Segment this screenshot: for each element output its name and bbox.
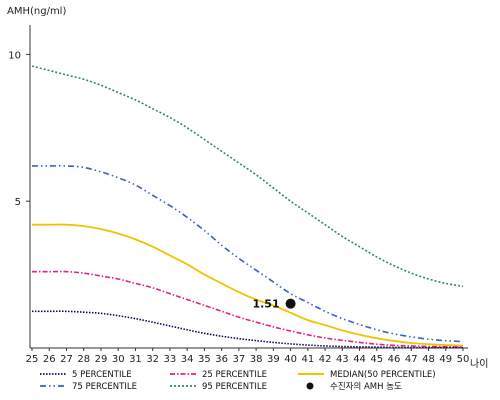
y-tick-label: 5 (15, 197, 21, 208)
x-tick-label: 42 (319, 354, 332, 365)
legend-label-median-50-percentile: MEDIAN(50 PERCENTILE) (330, 370, 436, 380)
x-tick-label: 33 (164, 354, 177, 365)
x-tick-label: 45 (370, 354, 383, 365)
series-line-95-percentile (31, 65, 464, 288)
highlight-layer: 1.51 (252, 298, 296, 311)
x-tick-label: 35 (198, 354, 211, 365)
legend-label-75-percentile: 75 PERCENTILE (72, 382, 137, 392)
y-axis-title: AMH(ng/ml) (7, 6, 66, 17)
legend-label-95-percentile: 95 PERCENTILE (202, 382, 267, 392)
x-tick-label: 49 (439, 354, 452, 365)
x-tick-label: 31 (129, 354, 142, 365)
series-line-5-percentile (32, 310, 463, 349)
x-tick-label: 28 (77, 354, 90, 365)
x-tick-label: 43 (336, 354, 349, 365)
x-tick-label: 29 (95, 354, 108, 365)
series-line-75-percentile (31, 165, 464, 343)
series-line-median-50-percentile (32, 223, 464, 347)
x-tick-label: 30 (112, 354, 125, 365)
x-tick-label: 47 (405, 354, 418, 365)
x-tick-label: 26 (43, 354, 56, 365)
x-tick-label: 34 (181, 354, 194, 365)
x-tick-label: 48 (422, 354, 435, 365)
x-tick-label: 25 (26, 354, 39, 365)
y-tick-label: 10 (8, 50, 21, 61)
legend-label-amh: 수진자의 AMH 농도 (330, 381, 402, 392)
x-axis-title: 나이 (470, 358, 488, 370)
x-tick-label: 37 (233, 354, 246, 365)
x-tick-label: 36 (215, 354, 228, 365)
x-tick-label: 44 (353, 354, 366, 365)
x-tick-label: 41 (301, 354, 314, 365)
x-tick-label: 40 (284, 354, 297, 365)
x-tick-label: 32 (146, 354, 159, 365)
series-layer (31, 65, 464, 349)
highlight-point (285, 298, 296, 309)
x-tick-label: 27 (60, 354, 73, 365)
x-axis-ticks: 25 26 27 28 29 30 31 32 33 34 35 36 37 38 39 40 41 42 43 44… (26, 348, 470, 365)
x-tick-label: 50 (457, 354, 470, 365)
legend-label-5-percentile: 5 PERCENTILE (72, 370, 132, 380)
legend: 5 PERCENTILE 25 PERCENTILE MEDIAN(50 PERCE… (40, 370, 436, 392)
x-tick-label: 39 (267, 354, 280, 365)
x-tick-label: 38 (250, 354, 263, 365)
x-tick-label: 46 (388, 354, 401, 365)
highlight-point-label: 1.51 (252, 298, 279, 311)
series-line-25-percentile (32, 270, 464, 348)
legend-label-25-percentile: 25 PERCENTILE (202, 370, 267, 380)
legend-swatch-amh (306, 382, 314, 390)
y-axis-ticks: 5 10 (8, 50, 30, 208)
